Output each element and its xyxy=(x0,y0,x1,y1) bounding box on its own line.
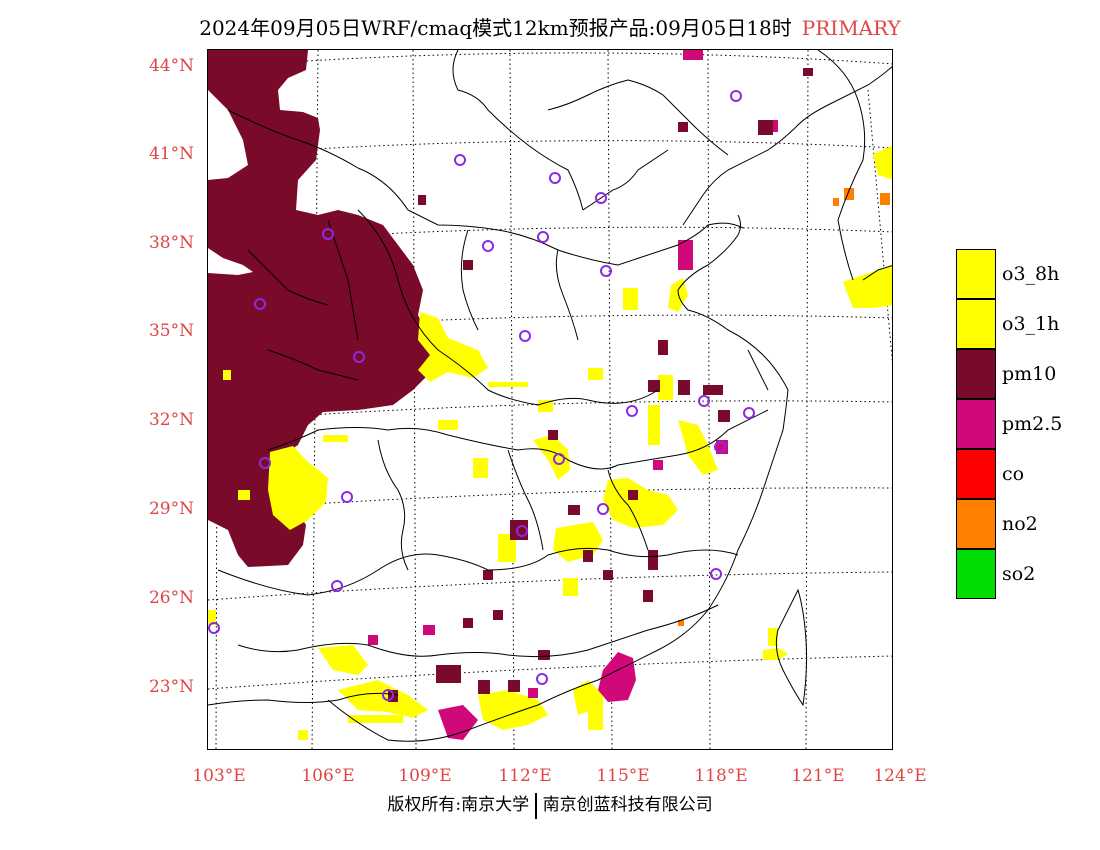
footer-right: 南京创蓝科技有限公司 xyxy=(542,795,713,815)
lat-label-35: 35°N xyxy=(148,321,194,341)
footer-left: 版权所有:南京大学 xyxy=(387,795,530,815)
boundaries xyxy=(208,50,892,742)
legend-swatch-o3-1h xyxy=(956,299,996,349)
lon-label-118: 118°E xyxy=(694,766,748,786)
station-markers xyxy=(208,90,755,701)
legend-item-so2: so2 xyxy=(956,549,1096,599)
footer-separator xyxy=(535,792,537,819)
lon-label-103: 103°E xyxy=(192,766,246,786)
lon-label-106: 106°E xyxy=(301,766,355,786)
lon-label-109: 109°E xyxy=(398,766,452,786)
lat-label-38: 38°N xyxy=(148,233,194,253)
lon-label-121: 121°E xyxy=(791,766,845,786)
lon-label-115: 115°E xyxy=(596,766,650,786)
legend-swatch-co xyxy=(956,449,996,499)
legend-item-o3-8h: o3_8h xyxy=(956,249,1096,299)
legend-item-pm25: pm2.5 xyxy=(956,399,1096,449)
legend-swatch-pm10 xyxy=(956,349,996,399)
lat-label-41: 41°N xyxy=(148,144,194,164)
map-title: 2024年09月05日WRF/cmaq模式12km预报产品:09月05日18时 P… xyxy=(0,12,1100,41)
legend-item-o3-1h: o3_1h xyxy=(956,299,1096,349)
legend-label-so2: so2 xyxy=(1002,563,1036,585)
legend-swatch-pm25 xyxy=(956,399,996,449)
legend-item-pm10: pm10 xyxy=(956,349,1096,399)
pm10-region xyxy=(208,50,438,567)
legend-label-co: co xyxy=(1002,463,1025,485)
legend-label-o3-8h: o3_8h xyxy=(1002,263,1060,285)
copyright-footer: 版权所有:南京大学 南京创蓝科技有限公司 xyxy=(0,790,1100,819)
pm10-small xyxy=(388,68,813,702)
legend-swatch-no2 xyxy=(956,499,996,549)
lat-label-23: 23°N xyxy=(148,677,194,697)
legend-swatch-o3-8h xyxy=(956,249,996,299)
legend-label-pm10: pm10 xyxy=(1002,363,1057,385)
lat-label-29: 29°N xyxy=(148,499,194,519)
legend-label-o3-1h: o3_1h xyxy=(1002,313,1060,335)
pollutant-legend: o3_8h o3_1h pm10 pm2.5 co no2 so2 xyxy=(956,249,1096,599)
forecast-map xyxy=(208,50,892,749)
primary-tag: PRIMARY xyxy=(801,16,901,40)
map-panel xyxy=(207,49,893,750)
legend-label-pm25: pm2.5 xyxy=(1002,413,1063,435)
legend-item-co: co xyxy=(956,449,1096,499)
lat-label-32: 32°N xyxy=(148,410,194,430)
lat-label-26: 26°N xyxy=(148,588,194,608)
lon-label-124: 124°E xyxy=(873,766,927,786)
lat-label-44: 44°N xyxy=(148,56,194,76)
title-text: 2024年09月05日WRF/cmaq模式12km预报产品:09月05日18时 xyxy=(199,16,792,40)
legend-item-no2: no2 xyxy=(956,499,1096,549)
legend-swatch-so2 xyxy=(956,549,996,599)
lon-label-112: 112°E xyxy=(498,766,552,786)
pm10-cutouts xyxy=(208,90,306,275)
legend-label-no2: no2 xyxy=(1002,513,1038,535)
no2-patches xyxy=(678,188,890,626)
pm25-patches xyxy=(368,50,778,740)
